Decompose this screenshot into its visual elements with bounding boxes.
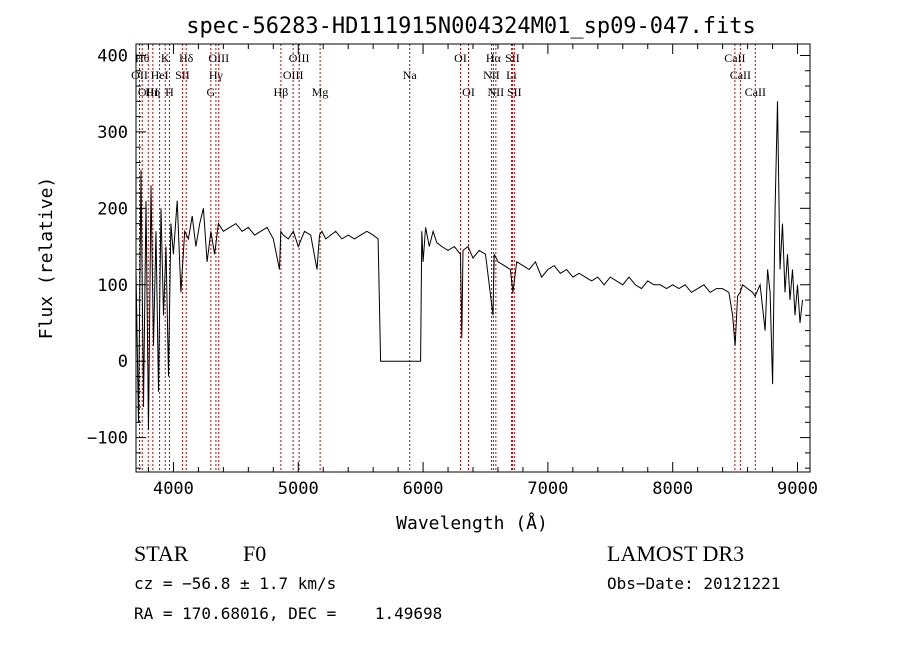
spectral-line-label: CaII [745,85,766,99]
spectral-line-label: G [207,85,216,99]
object-subclass: F0 [243,541,266,566]
y-tick-label: 400 [97,46,128,66]
spectral-line-label: Hγ [209,68,224,82]
x-tick-label: 8000 [652,479,693,499]
spectral-line-label: OIII [283,68,304,82]
y-tick-label: −100 [87,429,128,449]
plot-frame [135,43,811,473]
spectrum-line [135,101,803,431]
ra-dec: RA = 170.68016, DEC = 1.49698 [134,604,442,623]
spectral-line-label: NII [483,68,500,82]
spectral-line-label: SII [505,51,520,65]
spectrum-series [135,101,803,431]
y-tick-label: 200 [97,199,128,219]
y-tick-label: 0 [118,352,128,372]
chart-title: spec-56283-HD111915N004324M01_sp09-047.f… [186,14,756,39]
y-tick-label: 100 [97,276,128,296]
spectral-line-label: OI [462,85,475,99]
spectral-line-label: OIII [289,51,310,65]
y-axis-label: Flux (relative) [36,177,57,340]
spectral-line-label: NII [488,85,505,99]
y-tick-label: 300 [97,123,128,143]
spectral-line-label: Hδ [179,51,194,65]
spectral-line-label: OIII [208,51,229,65]
obs-date: Obs−Date: 20121221 [607,574,780,593]
spectral-line-label: Hβ [274,85,289,99]
spectral-line-label: Hη [145,85,160,99]
spectral-line-label: Na [403,68,418,82]
spectral-line-label: SII [507,85,522,99]
spectral-line-label: CaII [724,51,745,65]
spectral-line-label: OII [131,68,148,82]
x-tick-label: 5000 [278,479,319,499]
x-tick-label: 7000 [527,479,568,499]
x-axis-label: Wavelength (Å) [396,512,548,534]
redshift-cz: cz = −56.8 ± 1.7 km/s [134,574,336,593]
spectral-line-label: K [161,51,170,65]
spectral-line-label: Hα [486,51,502,65]
spectral-line-label: OI [454,51,467,65]
spectral-line-label: SII [175,68,190,82]
object-class: STAR [134,541,189,566]
x-tick-label: 6000 [403,479,444,499]
spectral-line-label: OIII [138,85,159,99]
x-tick-label: 4000 [153,479,194,499]
spectral-line-label: CaII [730,68,751,82]
spectral-line-markers: HθOIIOIIIHηHeIKHSIIHδGHγOIIIHβOIIIOIIIMg… [131,44,766,472]
spectral-line-label: Mg [312,85,329,99]
spectral-line-label: HeI [151,68,169,82]
x-tick-label: 9000 [777,479,818,499]
spectral-line-label: H [165,85,174,99]
spectral-line-label: Li [506,68,517,82]
axis-ticks: 4000 5000 6000 7000 8000 9000 −100 0 100 200 300 40… [87,44,818,499]
survey-name: LAMOST DR3 [607,541,744,566]
spectral-line-label: Hθ [135,51,150,65]
